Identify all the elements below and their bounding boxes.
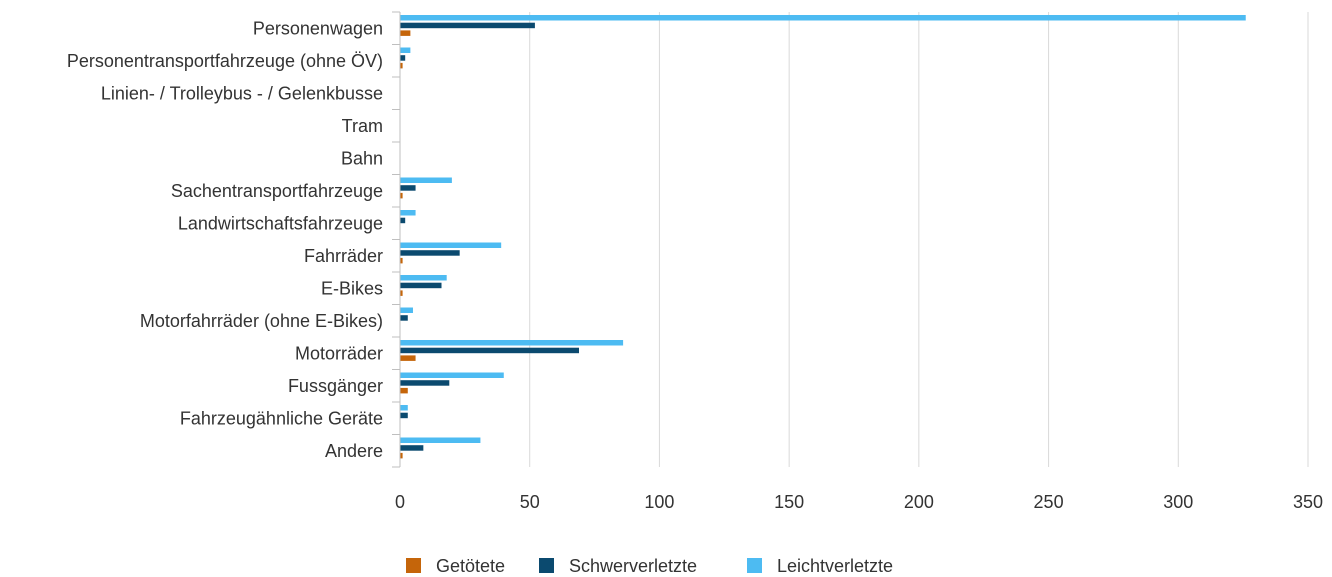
bar (400, 217, 406, 224)
legend-swatch (539, 558, 554, 573)
bar (400, 290, 403, 296)
x-tick-label: 200 (904, 492, 934, 512)
category-label: Motorfahrräder (ohne E-Bikes) (140, 311, 383, 331)
bar (400, 372, 504, 378)
category-label: Tram (342, 116, 383, 136)
x-tick-label: 0 (395, 492, 405, 512)
gridlines (529, 12, 1309, 467)
legend-label: Leichtverletzte (777, 556, 893, 576)
bar (400, 185, 416, 191)
bar (400, 405, 408, 411)
bar (400, 210, 416, 216)
x-tick-label: 300 (1163, 492, 1193, 512)
category-label: Motorräder (295, 343, 383, 363)
legend-swatch (406, 558, 421, 573)
bars (400, 15, 1246, 459)
category-label: Andere (325, 441, 383, 461)
bar (400, 282, 442, 289)
category-label: Fussgänger (288, 376, 383, 396)
category-label: Linien- / Trolleybus - / Gelenkbusse (101, 83, 383, 103)
bar (400, 275, 447, 281)
bar (400, 452, 403, 459)
bar (400, 315, 408, 321)
category-label: Landwirtschaftsfahrzeuge (178, 213, 383, 233)
x-tick-label: 250 (1034, 492, 1064, 512)
bar (400, 380, 450, 386)
category-label: Personenwagen (253, 18, 383, 38)
category-label: E-Bikes (321, 278, 383, 298)
bar (400, 340, 624, 346)
legend-label: Getötete (436, 556, 505, 576)
bar (400, 412, 408, 419)
x-tick-label: 100 (644, 492, 674, 512)
bar (400, 445, 424, 451)
x-tick-label: 150 (774, 492, 804, 512)
bar (400, 192, 403, 199)
bar (400, 250, 460, 256)
bar (400, 437, 481, 443)
bar (400, 355, 416, 361)
bar (400, 15, 1246, 21)
bar (400, 62, 403, 69)
category-label: Fahrzeugähnliche Geräte (180, 408, 383, 428)
x-tick-label: 350 (1293, 492, 1323, 512)
bar (400, 257, 403, 264)
category-label: Sachentransportfahrzeuge (171, 181, 383, 201)
bar (400, 307, 413, 313)
legend-label: Schwerverletzte (569, 556, 697, 576)
bar (400, 347, 580, 354)
bar (400, 47, 411, 53)
bar (400, 387, 408, 394)
bar (400, 55, 406, 61)
legend-swatch (747, 558, 762, 573)
axes: 0 50 100 150 200 250 300 350 Personenwagen Person… (67, 11, 1323, 512)
category-label: Fahrräder (304, 246, 383, 266)
bar (400, 177, 452, 183)
bar (400, 242, 502, 248)
legend: Getötete Schwerverletzte Leichtverletzte (406, 556, 893, 576)
bar (400, 30, 411, 36)
category-label: Personentransportfahrzeuge (ohne ÖV) (67, 51, 383, 71)
bar (400, 22, 535, 29)
x-tick-label: 50 (520, 492, 540, 512)
category-label: Bahn (341, 148, 383, 168)
